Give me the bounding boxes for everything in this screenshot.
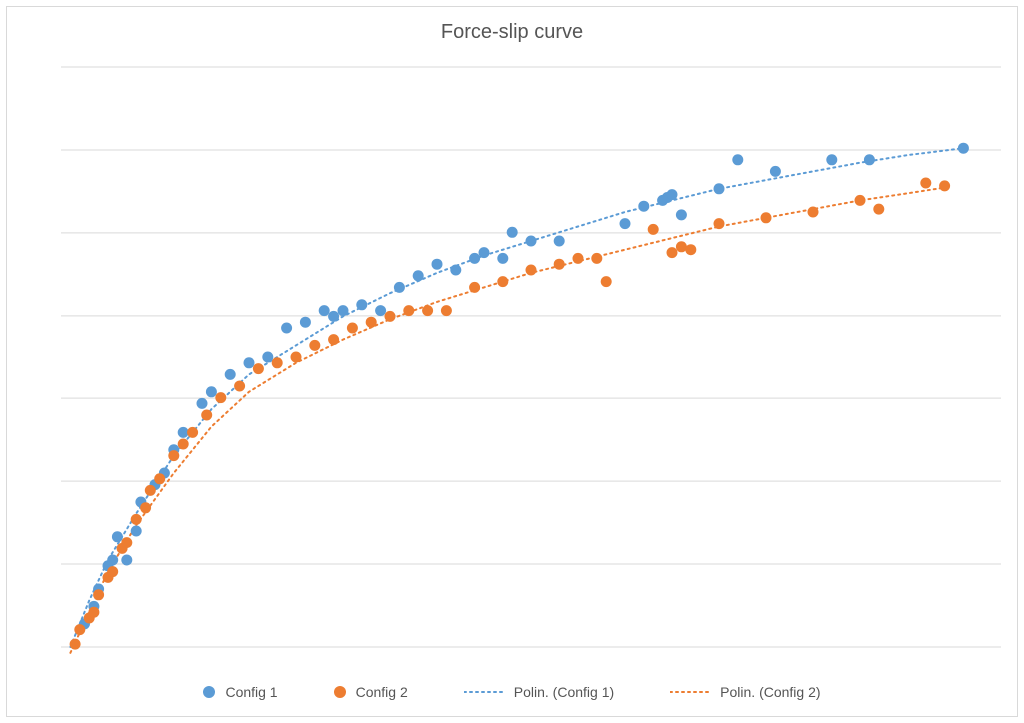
data-point (526, 265, 537, 276)
data-point (328, 311, 339, 322)
legend-marker-dot (203, 686, 215, 698)
data-point (638, 201, 649, 212)
legend-label: Polin. (Config 1) (514, 684, 614, 700)
data-point (422, 305, 433, 316)
data-point (441, 305, 452, 316)
data-point (469, 282, 480, 293)
data-point (920, 178, 931, 189)
data-point (281, 323, 292, 334)
data-point (107, 566, 118, 577)
legend-marker-dot (334, 686, 346, 698)
legend-item: Polin. (Config 1) (464, 684, 614, 700)
data-point (197, 398, 208, 409)
data-point (131, 526, 142, 537)
data-point (403, 305, 414, 316)
data-point (685, 244, 696, 255)
data-point (154, 473, 165, 484)
data-point (554, 259, 565, 270)
legend-label: Polin. (Config 2) (720, 684, 820, 700)
data-point (187, 427, 198, 438)
data-point (413, 270, 424, 281)
data-point (347, 323, 358, 334)
data-point (432, 259, 443, 270)
data-point (131, 514, 142, 525)
data-point (234, 381, 245, 392)
data-point (479, 247, 490, 258)
data-point (253, 363, 264, 374)
data-point (112, 531, 123, 542)
legend-marker-line (670, 687, 710, 697)
data-point (366, 317, 377, 328)
data-point (554, 236, 565, 247)
data-point (761, 212, 772, 223)
chart-plot-area (7, 7, 1017, 716)
data-point (140, 502, 151, 513)
data-point (70, 639, 81, 650)
data-point (74, 624, 85, 635)
data-point (873, 204, 884, 215)
legend-item: Polin. (Config 2) (670, 684, 820, 700)
data-point (168, 450, 179, 461)
data-point (145, 485, 156, 496)
data-point (244, 357, 255, 368)
data-point (507, 227, 518, 238)
data-point (88, 607, 99, 618)
data-point (526, 236, 537, 247)
data-point (319, 305, 330, 316)
data-point (394, 282, 405, 293)
data-point (714, 183, 725, 194)
data-point (121, 555, 132, 566)
legend-label: Config 1 (225, 684, 277, 700)
data-point (958, 143, 969, 154)
data-point (573, 253, 584, 264)
data-point (262, 352, 273, 363)
data-point (121, 537, 132, 548)
data-point (338, 305, 349, 316)
data-point (107, 555, 118, 566)
data-point (770, 166, 781, 177)
data-point (676, 209, 687, 220)
chart-legend: Config 1 Config 2 Polin. (Config 1) Polin. … (7, 684, 1017, 700)
data-point (667, 247, 678, 258)
legend-item: Config 1 (203, 684, 277, 700)
data-point (201, 410, 212, 421)
chart-frame: Force-slip curve Config 1Config 2Polin. … (6, 6, 1018, 717)
data-point (215, 392, 226, 403)
data-point (826, 154, 837, 165)
data-point (591, 253, 602, 264)
data-point (497, 253, 508, 264)
data-point (93, 589, 104, 600)
data-point (497, 276, 508, 287)
legend-label: Config 2 (356, 684, 408, 700)
data-point (855, 195, 866, 206)
data-point (385, 311, 396, 322)
data-point (291, 352, 302, 363)
data-point (714, 218, 725, 229)
data-point (676, 241, 687, 252)
data-point (178, 439, 189, 450)
data-point (667, 189, 678, 200)
data-point (206, 386, 217, 397)
legend-item: Config 2 (334, 684, 408, 700)
data-point (328, 334, 339, 345)
data-point (225, 369, 236, 380)
legend-marker-line (464, 687, 504, 697)
data-point (808, 207, 819, 218)
data-point (732, 154, 743, 165)
data-point (620, 218, 631, 229)
data-point (450, 265, 461, 276)
data-point (309, 340, 320, 351)
data-point (178, 427, 189, 438)
data-point (356, 299, 367, 310)
data-point (469, 253, 480, 264)
data-point (300, 317, 311, 328)
data-point (864, 154, 875, 165)
data-point (601, 276, 612, 287)
chart-container: Force-slip curve Config 1Config 2Polin. … (0, 0, 1024, 723)
data-point (648, 224, 659, 235)
data-point (939, 180, 950, 191)
data-point (272, 357, 283, 368)
trendline (70, 148, 963, 647)
data-point (375, 305, 386, 316)
